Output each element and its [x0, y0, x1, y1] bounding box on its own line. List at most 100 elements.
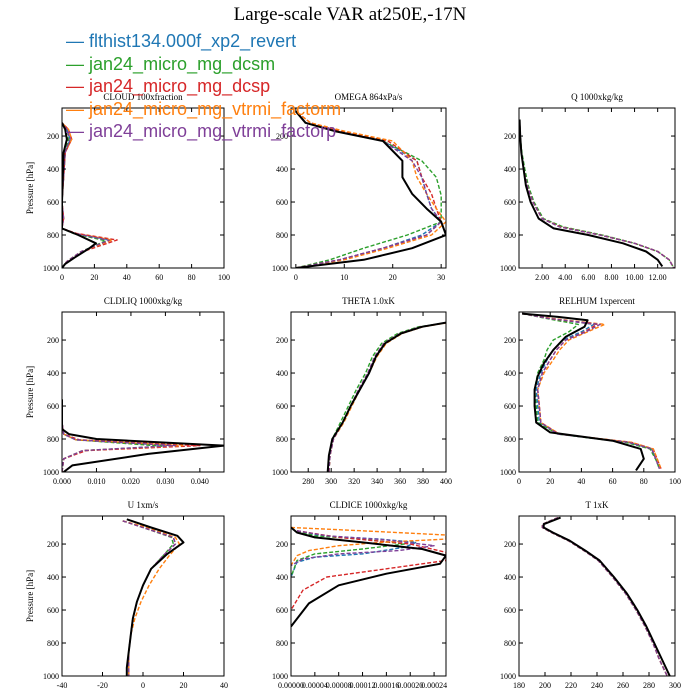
y-tick-label: 800 — [47, 231, 59, 240]
x-tick-label: 20 — [389, 273, 397, 282]
y-tick-label: 600 — [276, 402, 288, 411]
x-tick-label: 20 — [90, 273, 98, 282]
x-tick-label: 20 — [180, 681, 188, 690]
series-line — [521, 312, 661, 469]
plot-frame — [518, 107, 676, 269]
x-tick-label: 0.000 — [53, 477, 71, 486]
panel: 0 20 40 60 80 100 200 400 600 800 1000 RELHUM 1xper… — [500, 296, 681, 486]
y-tick-label: 200 — [47, 540, 59, 549]
plot-frame — [61, 107, 225, 269]
panel-title: RELHUM 1xpercent — [559, 296, 635, 306]
x-tick-label: 400 — [440, 477, 452, 486]
y-tick-label: 200 — [276, 132, 288, 141]
x-tick-label: 0.00012 — [350, 681, 376, 690]
y-tick-label: 200 — [47, 336, 59, 345]
y-tick-label: 400 — [504, 369, 516, 378]
x-tick-label: 40 — [123, 273, 131, 282]
y-tick-label: 400 — [47, 165, 59, 174]
x-tick-label: 280 — [643, 681, 655, 690]
y-tick-label: 200 — [276, 336, 288, 345]
series-line — [62, 122, 113, 268]
series-line — [62, 122, 97, 268]
legend-item-2: — jan24_micro_mg_dcsp — [66, 75, 341, 98]
plot-frame — [61, 311, 225, 473]
x-tick-label: 240 — [591, 681, 603, 690]
series-line — [519, 119, 675, 268]
legend-item-4: — jan24_micro_mg_vtrmi_factorp — [66, 120, 341, 143]
legend-swatch: — — [66, 76, 90, 96]
series-line — [291, 530, 446, 611]
series-group — [521, 312, 662, 471]
x-tick-label: 0.030 — [156, 477, 174, 486]
y-tick-label: 1000 — [272, 672, 288, 681]
x-tick-label: 300 — [325, 477, 337, 486]
x-tick-label: 10.00 — [626, 273, 644, 282]
x-tick-label: 320 — [348, 477, 360, 486]
series-line — [328, 322, 446, 472]
legend-item-1: — jan24_micro_mg_dcsm — [66, 53, 341, 76]
series-group — [541, 516, 671, 676]
y-tick-label: 400 — [47, 369, 59, 378]
x-tick-label: 100 — [218, 273, 230, 282]
y-tick-label: 1000 — [500, 264, 516, 273]
y-tick-label: 1000 — [43, 264, 59, 273]
panel: 2.00 4.00 6.00 8.00 10.00 12.00 200 400 600 800 10… — [500, 92, 676, 282]
x-tick-label: 30 — [437, 273, 445, 282]
x-tick-label: 4.00 — [558, 273, 572, 282]
y-tick-label: 400 — [47, 573, 59, 582]
legend-item-3: — jan24_micro_mg_vtrmi_factorm — [66, 98, 341, 121]
series-line — [328, 322, 446, 472]
plot-frame — [290, 311, 447, 473]
plot-frame — [518, 311, 676, 473]
panel: 0.000000.000040.000080.000120.000160.000… — [272, 500, 447, 690]
x-tick-label: 0.040 — [191, 477, 209, 486]
x-tick-label: 0 — [294, 273, 298, 282]
legend-swatch: — — [66, 121, 90, 141]
x-tick-label: 0.010 — [87, 477, 105, 486]
y-tick-label: 200 — [504, 540, 516, 549]
x-tick-label: 0.00000 — [278, 681, 304, 690]
series-line — [519, 119, 675, 268]
y-tick-label: 800 — [504, 435, 516, 444]
legend-label: jan24_micro_mg_dcsm — [89, 53, 276, 74]
y-tick-label: 800 — [276, 231, 288, 240]
plot-frame — [290, 515, 447, 677]
y-tick-label: 800 — [276, 435, 288, 444]
y-tick-label: 400 — [276, 573, 288, 582]
y-tick-label: 200 — [504, 336, 516, 345]
x-tick-label: 80 — [188, 273, 196, 282]
series-group — [291, 526, 446, 628]
series-group — [326, 321, 446, 472]
legend-swatch: — — [66, 53, 90, 74]
y-tick-label: 1000 — [500, 468, 516, 477]
y-axis-label: Pressure [hPa] — [25, 162, 35, 214]
y-tick-label: 1000 — [272, 468, 288, 477]
series-line — [122, 520, 177, 676]
y-tick-label: 600 — [276, 198, 288, 207]
panel-title: CLOUD 100xfraction — [103, 92, 183, 102]
figure-title: Large-scale VAR at250E,-17N — [233, 4, 467, 25]
y-tick-label: 200 — [504, 132, 516, 141]
y-tick-label: 800 — [504, 231, 516, 240]
x-tick-label: 300 — [669, 681, 681, 690]
series-line — [328, 322, 446, 472]
y-tick-label: 800 — [276, 639, 288, 648]
series-line — [295, 110, 446, 268]
panel-title: OMEGA 864xPa/s — [335, 92, 403, 102]
panel-title: THETA 1.0xK — [342, 296, 395, 306]
x-tick-label: 280 — [302, 477, 314, 486]
legend-label: jan24_micro_mg_vtrmi_factorp — [89, 121, 337, 141]
x-tick-label: 80 — [640, 477, 648, 486]
panel-title: Q 1000xkg/kg — [571, 92, 623, 102]
x-tick-label: 180 — [513, 681, 525, 690]
y-axis-label: Pressure [hPa] — [25, 570, 35, 622]
series-line — [521, 312, 662, 469]
y-tick-label: 600 — [504, 402, 516, 411]
x-tick-label: 200 — [539, 681, 551, 690]
panel-title: CLDICE 1000xkg/kg — [330, 500, 408, 510]
series-line — [519, 119, 675, 268]
series-line — [62, 399, 224, 472]
panel: 0 10 20 30 200 400 600 800 1000 OMEGA 864xPa/s — [272, 92, 447, 282]
series-line — [541, 516, 668, 676]
